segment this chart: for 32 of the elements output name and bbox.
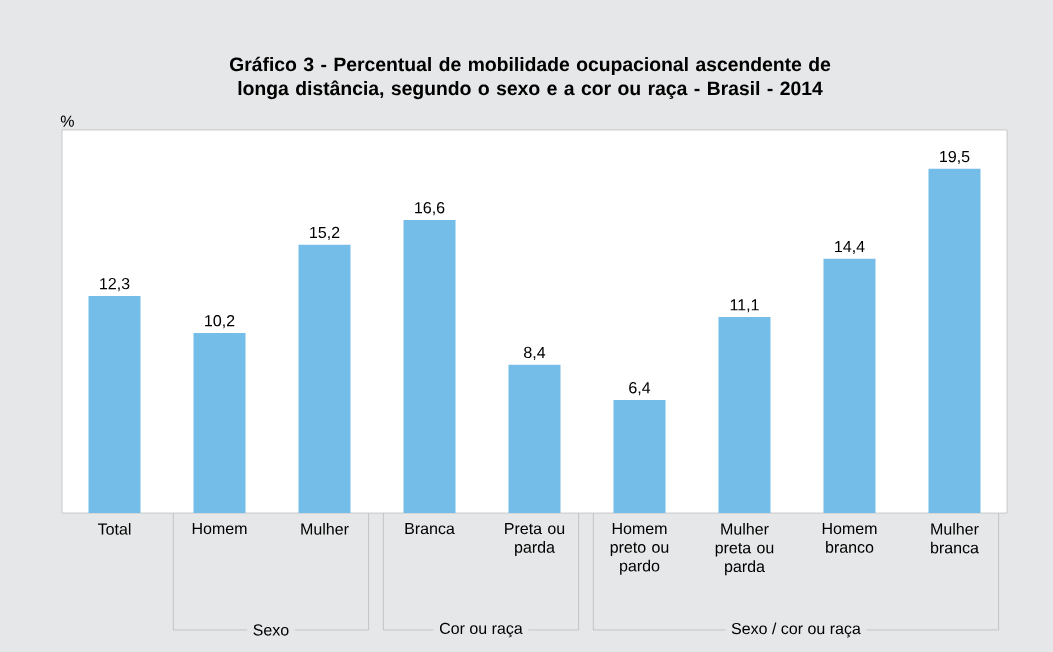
text: Sexo	[253, 624, 289, 636]
data-label: 14,4	[835, 241, 865, 255]
x-tick-label: Homem preto ou pardo	[610, 523, 669, 575]
bar	[298, 244, 351, 513]
bar	[613, 400, 666, 513]
data-label: 19,5	[940, 150, 970, 165]
bar	[718, 317, 771, 513]
bar	[88, 295, 141, 513]
bar	[193, 332, 246, 513]
data-label: 10,2	[205, 315, 235, 329]
x-tick-label: Branca	[405, 523, 455, 535]
data-label: 11,1	[730, 299, 759, 313]
x-tick-label: Preta ou parda	[505, 523, 565, 557]
text: Sexo / cor ou raça	[731, 622, 861, 638]
x-tick-label: Total	[97, 523, 131, 535]
x-tick-label: Homem	[192, 523, 247, 535]
bar	[403, 220, 456, 513]
data-label: 6,4	[629, 382, 651, 396]
x-tick-label: Mulher preta ou parda	[715, 523, 774, 576]
data-label: 12,3	[100, 277, 130, 292]
chart-title: Gráfico 3 - Percentual de mobilidade ocupacional ascendente de longa distância, segundo o sexo e a cor ou raça - Brasil - 2014	[229, 56, 831, 100]
x-tick-label: Mulher	[301, 523, 349, 535]
data-label: 8,4	[524, 346, 546, 361]
bar	[823, 258, 876, 513]
x-tick-label: Mulher branca	[931, 523, 979, 554]
data-label: 16,6	[415, 202, 445, 216]
bar	[928, 168, 981, 513]
x-tick-label: Homem branco	[822, 523, 877, 553]
data-label: 15,2	[310, 226, 340, 240]
bar	[508, 364, 561, 513]
y-axis-title: %	[60, 115, 74, 127]
text: Cor ou raça	[439, 622, 523, 638]
